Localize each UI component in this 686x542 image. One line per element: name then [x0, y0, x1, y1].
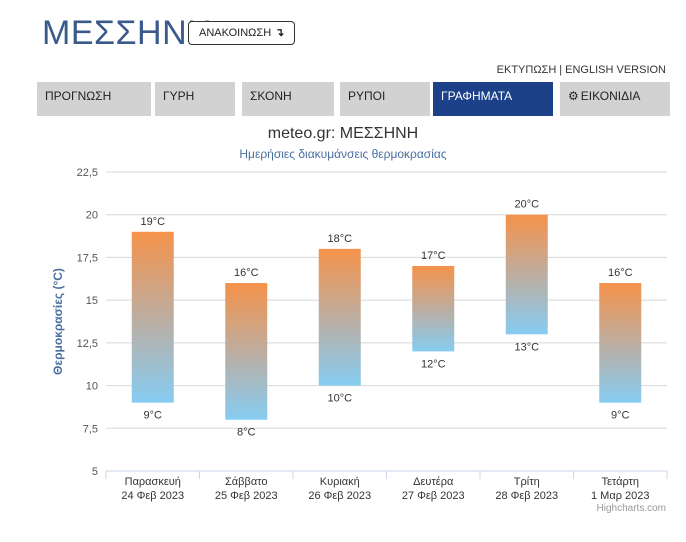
high-temp-label: 20°C	[514, 199, 539, 211]
tab-icons[interactable]: ⚙ ΕΙΚΟΝΙΔΙΑ	[560, 82, 670, 116]
x-tick-date-label: 25 Φεβ 2023	[215, 490, 278, 502]
x-tick-day-label: Τετάρτη	[601, 476, 639, 488]
chart-subtitle: Ημερήσιες διακυμάνσεις θερμοκρασίας	[239, 147, 447, 161]
tab-charts[interactable]: ΓΡΑΦΗΜΑΤΑ	[433, 82, 553, 116]
low-temp-label: 10°C	[327, 393, 352, 405]
tab-dust[interactable]: ΣΚΟΝΗ	[242, 82, 334, 116]
low-temp-label: 8°C	[237, 427, 256, 439]
gear-icon: ⚙	[568, 89, 579, 103]
low-temp-label: 9°C	[611, 410, 630, 422]
highcharts-credits[interactable]: Highcharts.com	[596, 503, 666, 514]
tab-pollen[interactable]: ΓΥΡΗ	[155, 82, 235, 116]
high-temp-label: 19°C	[140, 216, 165, 228]
x-tick-date-label: 26 Φεβ 2023	[308, 490, 371, 502]
english-version-link[interactable]: ENGLISH VERSION	[565, 64, 666, 76]
x-tick-date-label: 24 Φεβ 2023	[121, 490, 184, 502]
temperature-bar[interactable]	[505, 214, 548, 335]
x-tick-date-label: 1 Μαρ 2023	[591, 490, 649, 502]
tab-pollutants[interactable]: ΡΥΠΟΙ	[340, 82, 430, 116]
y-tick-label: 10	[86, 381, 98, 393]
y-tick-label: 5	[92, 466, 98, 478]
tab-label: ΡΥΠΟΙ	[348, 89, 386, 103]
x-tick-day-label: Σάββατο	[225, 476, 267, 488]
tab-label: ΕΙΚΟΝΙΔΙΑ	[580, 89, 641, 103]
x-tick-day-label: Παρασκευή	[125, 476, 181, 488]
temperature-bar[interactable]	[225, 283, 268, 420]
high-temp-label: 16°C	[234, 267, 259, 279]
low-temp-label: 9°C	[144, 410, 163, 422]
y-tick-label: 7,5	[83, 423, 98, 435]
low-temp-label: 12°C	[421, 358, 446, 370]
x-tick-day-label: Κυριακή	[320, 476, 360, 488]
announcement-button[interactable]: ΑΝΑΚΟΙΝΩΣΗ ↴	[188, 21, 296, 45]
tab-label: ΠΡΟΓΝΩΣΗ	[45, 89, 112, 103]
y-tick-label: 20	[86, 210, 98, 222]
y-tick-label: 15	[86, 295, 98, 307]
arrow-down-icon: ↴	[275, 27, 285, 39]
chart-title: meteo.gr: ΜΕΣΣΗΝΗ	[267, 125, 419, 142]
announcement-label: ΑΝΑΚΟΙΝΩΣΗ	[199, 27, 272, 39]
high-temp-label: 16°C	[608, 267, 633, 279]
x-tick-date-label: 27 Φεβ 2023	[402, 490, 465, 502]
top-links: ΕΚΤΥΠΩΣΗ | ENGLISH VERSION	[497, 64, 666, 76]
x-tick-day-label: Δευτέρα	[413, 476, 454, 488]
page-title: ΜΕΣΣΗΝΗ	[42, 14, 213, 52]
x-tick-day-label: Τρίτη	[514, 476, 540, 488]
link-separator: |	[559, 64, 563, 76]
temperature-bar[interactable]	[131, 231, 174, 403]
tab-label: ΣΚΟΝΗ	[250, 89, 292, 103]
tab-forecast[interactable]: ΠΡΟΓΝΩΣΗ	[37, 82, 151, 116]
temperature-bar[interactable]	[412, 265, 455, 352]
temperature-range-chart: 19°C 9°C 16°C 8°C 18°C 10°C 17°C 12°C 20°C 13°C 16…	[51, 167, 668, 502]
high-temp-label: 17°C	[421, 250, 446, 262]
low-temp-label: 13°C	[514, 341, 539, 353]
tab-label: ΓΡΑΦΗΜΑΤΑ	[441, 89, 513, 103]
tab-label: ΓΥΡΗ	[163, 89, 195, 103]
temperature-bar[interactable]	[318, 248, 361, 386]
temperature-bar[interactable]	[599, 283, 642, 403]
print-link[interactable]: ΕΚΤΥΠΩΣΗ	[496, 64, 557, 76]
y-axis-title: Θερμοκρασίες (°C)	[51, 268, 65, 375]
y-tick-label: 17,5	[77, 252, 98, 264]
high-temp-label: 18°C	[327, 233, 352, 245]
y-tick-label: 12,5	[77, 338, 98, 350]
y-tick-label: 22,5	[77, 167, 98, 179]
x-tick-date-label: 28 Φεβ 2023	[495, 490, 558, 502]
